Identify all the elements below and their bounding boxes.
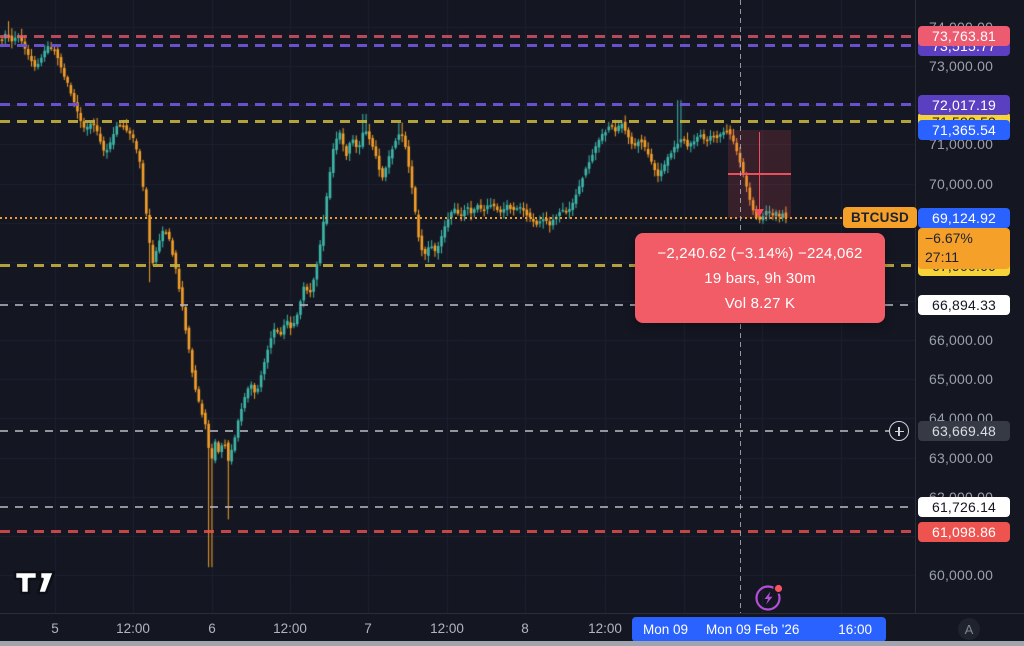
price-axis-tick: 63,000.00 (929, 449, 994, 466)
bar-countdown-timer: 27:11 (925, 249, 959, 266)
time-axis-label: 12:00 (273, 621, 307, 636)
measure-tool-region (728, 130, 791, 218)
price-badge-level-gray-upper: 66,894.33 (918, 295, 1010, 316)
axis-settings-button[interactable]: A (958, 618, 980, 640)
measure-range-badge: Mon 09 Feb '26 16:00 (694, 617, 886, 642)
lightning-bolt-icon (764, 591, 773, 605)
time-axis-label: 8 (521, 621, 529, 636)
measure-range-time: 16:00 (838, 622, 872, 637)
price-badge-level-red: 61,098.86 (918, 521, 1010, 542)
countdown-badge: −6.67% 27:11 (918, 227, 1010, 269)
price-change-percent: −6.67% (925, 230, 973, 247)
lightning-event-button[interactable] (753, 582, 787, 619)
notification-red-dot (773, 583, 784, 594)
measure-tooltip: −2,240.62 (−3.14%) −224,062 19 bars, 9h … (635, 233, 885, 323)
price-badge-level-pink: 73,763.81 (918, 26, 1010, 47)
measure-horizontal-line (728, 173, 791, 175)
tradingview-logo[interactable] (12, 564, 56, 605)
price-badge-crosshair-price: 63,669.48 (918, 421, 1010, 442)
lightning-circle-icon (755, 585, 781, 611)
time-axis-label: 12:00 (116, 621, 150, 636)
price-badge-level-purple-lower: 72,017.19 (918, 94, 1010, 115)
current-price-line (0, 216, 915, 219)
time-axis-label: 5 (51, 621, 59, 636)
time-axis[interactable]: Mon 09 Mon 09 Feb '26 16:00 5 12:00 6 12:00… (0, 613, 1024, 642)
time-axis-label: 12:00 (430, 621, 464, 636)
measure-volume-line: Vol 8.27 K (724, 295, 796, 312)
price-axis-tick: 73,000.00 (929, 58, 994, 75)
price-badge-measure-start: 71,365.54 (918, 120, 1010, 141)
crosshair-date-badge: Mon 09 (632, 617, 702, 642)
bottom-edge-strip (0, 641, 1024, 646)
time-axis-label: 7 (364, 621, 372, 636)
price-badge-last-price: 69,124.92 (918, 207, 1010, 228)
price-axis-tick: 65,000.00 (929, 371, 994, 388)
price-axis-tick: 60,000.00 (929, 566, 994, 583)
price-axis-tick: 66,000.00 (929, 332, 994, 349)
price-axis[interactable]: −6.67% 27:11 74,000.0073,000.0071,000.00… (915, 0, 1024, 641)
measure-arrow-down-icon (754, 208, 764, 217)
measure-vertical-line (758, 132, 761, 212)
price-axis-tick: 71,000.00 (929, 136, 994, 153)
measure-range-date: Mon 09 Feb '26 (706, 622, 800, 637)
measure-change-line: −2,240.62 (−3.14%) −224,062 (657, 245, 863, 262)
time-axis-label: 12:00 (588, 621, 622, 636)
price-badge-level-gray-lower: 61,726.14 (918, 497, 1010, 518)
symbol-badge: BTCUSD (843, 207, 918, 229)
price-axis-tick: 70,000.00 (929, 175, 994, 192)
measure-bars-line: 19 bars, 9h 30m (704, 270, 816, 287)
time-axis-label: 6 (208, 621, 216, 636)
